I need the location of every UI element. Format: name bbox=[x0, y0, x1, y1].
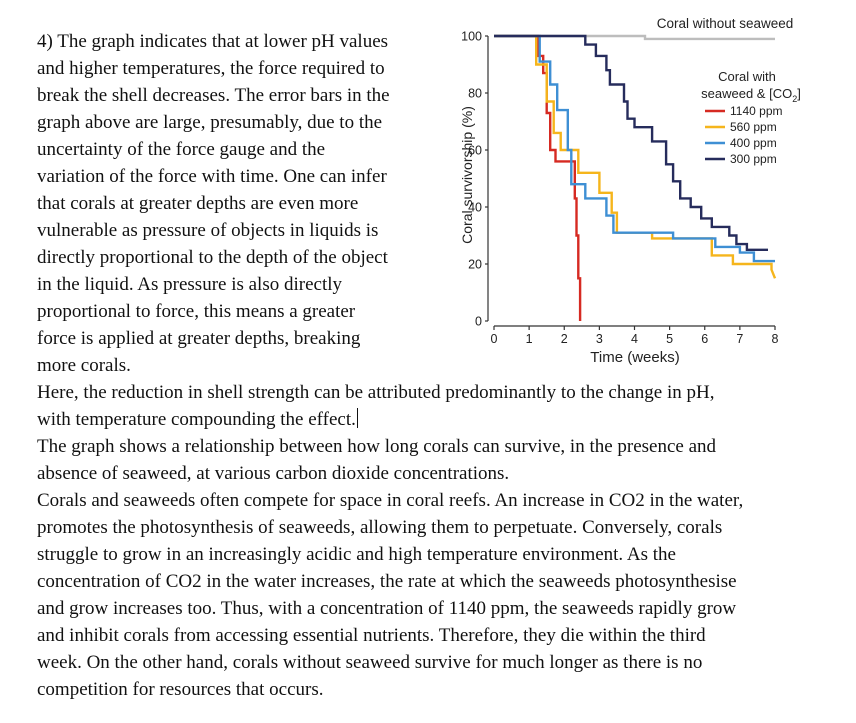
survivorship-chart: Coral survivorship (%) Time (weeks) Cora… bbox=[459, 16, 801, 366]
legend-label: 400 ppm bbox=[730, 136, 777, 150]
text-line: Corals and seaweeds often compete for sp… bbox=[37, 490, 744, 511]
x-tick-label: 7 bbox=[736, 332, 743, 346]
text-line: directly proportional to the depth of th… bbox=[37, 247, 388, 268]
x-tick-label: 0 bbox=[491, 332, 498, 346]
bracket-close: ] bbox=[797, 86, 801, 101]
text-line: proportional to force, this means a grea… bbox=[37, 301, 356, 322]
text-line: 4) The graph indicates that at lower pH … bbox=[37, 31, 389, 52]
series-line-560-ppm bbox=[494, 34, 777, 279]
text-line: vulnerable as pressure of objects in liq… bbox=[37, 220, 379, 241]
series-line-300-ppm bbox=[494, 34, 768, 252]
co2-subscript: 2 bbox=[792, 94, 797, 104]
text-line: and higher temperatures, the force requi… bbox=[37, 58, 385, 79]
text-line: promotes the photosynthesis of seaweeds,… bbox=[37, 517, 723, 538]
y-tick-label: 40 bbox=[468, 201, 482, 215]
y-tick-label: 100 bbox=[461, 30, 482, 44]
text-line: The graph shows a relationship between h… bbox=[37, 436, 717, 457]
text-line: Here, the reduction in shell strength ca… bbox=[37, 382, 715, 403]
text-line: uncertainty of the force gauge and the bbox=[37, 139, 326, 160]
y-axis-label: Coral survivorship (%) bbox=[459, 106, 475, 244]
x-tick-label: 2 bbox=[561, 332, 568, 346]
x-tick-label: 8 bbox=[772, 332, 779, 346]
x-tick-label: 4 bbox=[631, 332, 638, 346]
with-seaweed-annotation-2: seaweed & [CO2] bbox=[701, 86, 801, 104]
x-tick-label: 5 bbox=[666, 332, 673, 346]
legend-label: 560 ppm bbox=[730, 120, 777, 134]
series-line-400-ppm bbox=[494, 34, 775, 263]
text-line: more corals. bbox=[37, 355, 131, 376]
text-line: that corals at greater depths are even m… bbox=[37, 193, 359, 214]
text-line: in the liquid. As pressure is also direc… bbox=[37, 274, 343, 295]
x-tick-label: 6 bbox=[701, 332, 708, 346]
legend: 1140 ppm 560 ppm 400 ppm 300 ppm bbox=[705, 104, 782, 166]
series-line-1140-ppm bbox=[494, 34, 582, 321]
x-tick-label: 3 bbox=[596, 332, 603, 346]
text-line: variation of the force with time. One ca… bbox=[37, 166, 387, 187]
text-line: force is applied at greater depths, brea… bbox=[37, 328, 361, 349]
text-line: break the shell decreases. The error bar… bbox=[37, 85, 390, 106]
text-cursor bbox=[356, 408, 358, 428]
text-line: graph above are large, presumably, due t… bbox=[37, 112, 383, 133]
with-seaweed-annotation: Coral with bbox=[718, 69, 776, 84]
x-axis-label: Time (weeks) bbox=[590, 349, 679, 366]
text-line: absence of seaweed, at various carbon di… bbox=[37, 463, 510, 484]
legend-label: 300 ppm bbox=[730, 152, 777, 166]
y-tick-label: 60 bbox=[468, 144, 482, 158]
axes: 0 20 40 60 80 100 0 1 2 3 4 5 6 7 8 bbox=[461, 30, 778, 347]
with-seaweed-text: seaweed & [CO bbox=[701, 86, 792, 101]
legend-label: 1140 ppm bbox=[730, 104, 782, 118]
y-tick-label: 80 bbox=[468, 87, 482, 101]
text-line: week. On the other hand, corals without … bbox=[37, 652, 703, 673]
no-seaweed-annotation: Coral without seaweed bbox=[657, 16, 794, 31]
text-line: concentration of CO2 in the water increa… bbox=[37, 571, 737, 592]
y-tick-label: 20 bbox=[468, 258, 482, 272]
x-tick-label: 1 bbox=[526, 332, 533, 346]
text-line: struggle to grow in an increasingly acid… bbox=[37, 544, 676, 565]
text-line: and grow increases too. Thus, with a con… bbox=[37, 598, 737, 619]
text-line-content: with temperature compounding the effect. bbox=[37, 409, 356, 430]
text-line: competition for resources that occurs. bbox=[37, 679, 324, 700]
series-lines bbox=[494, 34, 777, 321]
text-line: and inhibit corals from accessing essent… bbox=[37, 625, 706, 646]
y-tick-label: 0 bbox=[475, 315, 482, 329]
text-line: with temperature compounding the effect. bbox=[37, 406, 358, 433]
